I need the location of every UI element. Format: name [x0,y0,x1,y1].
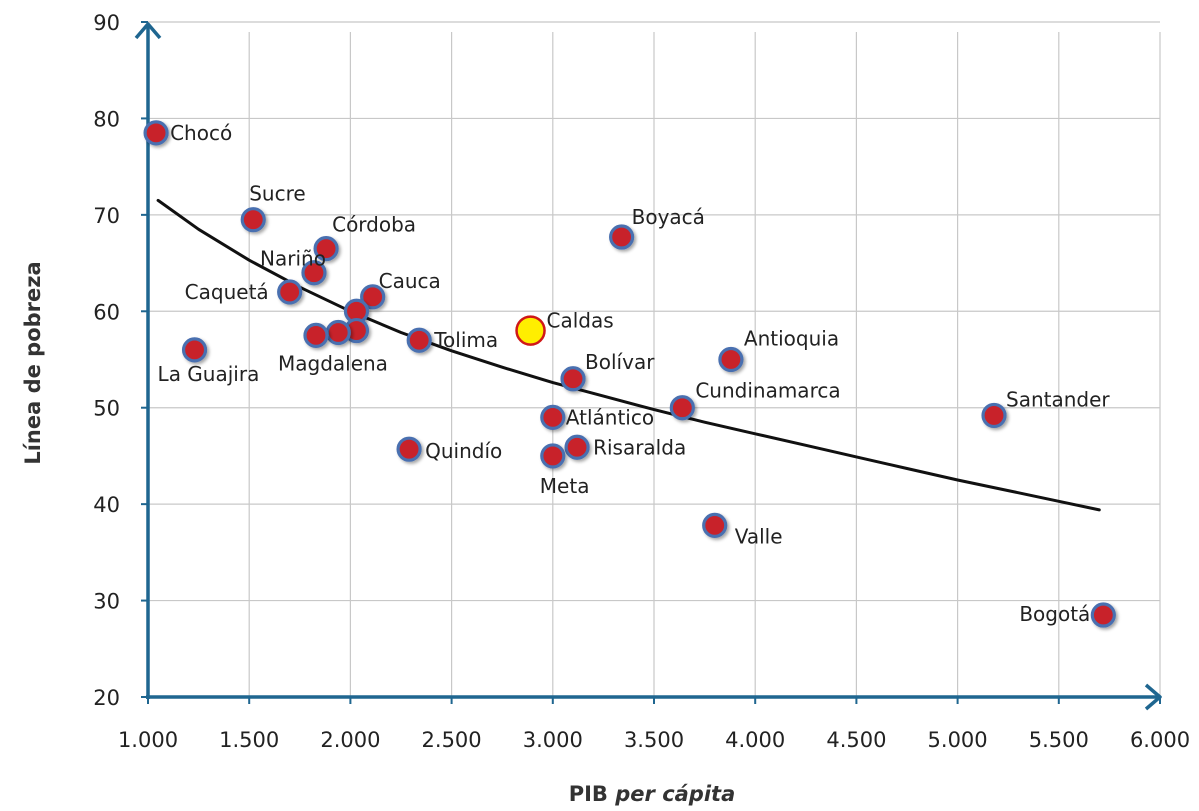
x-tick-label: 6.000 [1130,728,1190,752]
data-points [143,120,1116,628]
data-point [609,224,635,250]
point-label: Santander [1006,387,1110,411]
point-label: Tolima [433,328,498,352]
y-tick-label: 40 [93,493,120,517]
y-tick-label: 60 [93,300,120,324]
x-tick-label: 1.500 [219,728,279,752]
point-label: Sucre [249,182,305,206]
point-label: Quindío [425,439,502,463]
data-point [406,327,432,353]
point-label: Bogotá [1019,602,1090,626]
x-axis-title: PIB per cápita [569,782,736,806]
point-label: Atlántico [566,405,654,429]
data-point [325,319,351,346]
data-point [515,315,546,346]
point-label: Caquetá [185,280,269,304]
data-point [143,120,169,146]
y-tick-label: 30 [93,590,120,614]
x-tick-label: 3.000 [523,728,583,752]
x-tick-label: 5.500 [1029,728,1089,752]
y-tick-label: 20 [93,686,120,710]
point-label: Risaralda [593,435,686,459]
point-label: Boyacá [632,205,705,229]
data-point [396,436,422,462]
point-label: Caldas [547,309,614,333]
x-tick-label: 2.500 [422,728,482,752]
point-label: Bolívar [585,350,655,374]
y-tick-label: 70 [93,204,120,228]
x-tick-label: 4.500 [826,728,886,752]
data-point [560,366,586,392]
trend-line-layer [156,198,1101,512]
data-point [564,434,590,460]
y-axis-arrow [134,22,162,40]
point-label: La Guajira [158,362,260,386]
data-point [1090,602,1116,628]
data-point [718,346,744,373]
point-label: Valle [735,524,783,548]
y-axis-title: Línea de pobreza [21,261,45,464]
y-tick-label: 50 [93,397,120,421]
data-point [240,207,266,233]
x-tick-label: 4.000 [725,728,785,752]
x-tick-label: 1.000 [118,728,178,752]
data-point [303,322,329,348]
data-point [702,512,728,538]
data-point [360,284,386,310]
point-label: Meta [540,474,590,498]
x-tick-label: 3.500 [624,728,684,752]
tick-labels: 1.000 1.500 2.000 2.500 3.000 3.500 4.000 4.500… [93,11,1190,752]
point-label: Nariño [260,247,326,271]
point-label: Magdalena [278,351,388,375]
point-label: Antioquia [744,327,839,351]
data-point [301,260,327,286]
data-point [981,402,1007,429]
data-point [313,236,339,262]
data-point [181,337,208,363]
x-tick-label: 5.000 [928,728,988,752]
data-point [669,395,695,421]
x-tick-label: 2.000 [320,728,380,752]
trend-line [156,198,1101,512]
y-tick-label: 80 [93,107,120,131]
y-tick-label: 90 [93,11,120,35]
point-label: Córdoba [332,213,416,237]
data-point [540,443,566,469]
data-point [540,404,566,430]
point-label: Cundinamarca [695,379,840,403]
point-label: Chocó [170,121,232,145]
data-point [277,279,303,305]
point-label: Cauca [379,269,441,293]
